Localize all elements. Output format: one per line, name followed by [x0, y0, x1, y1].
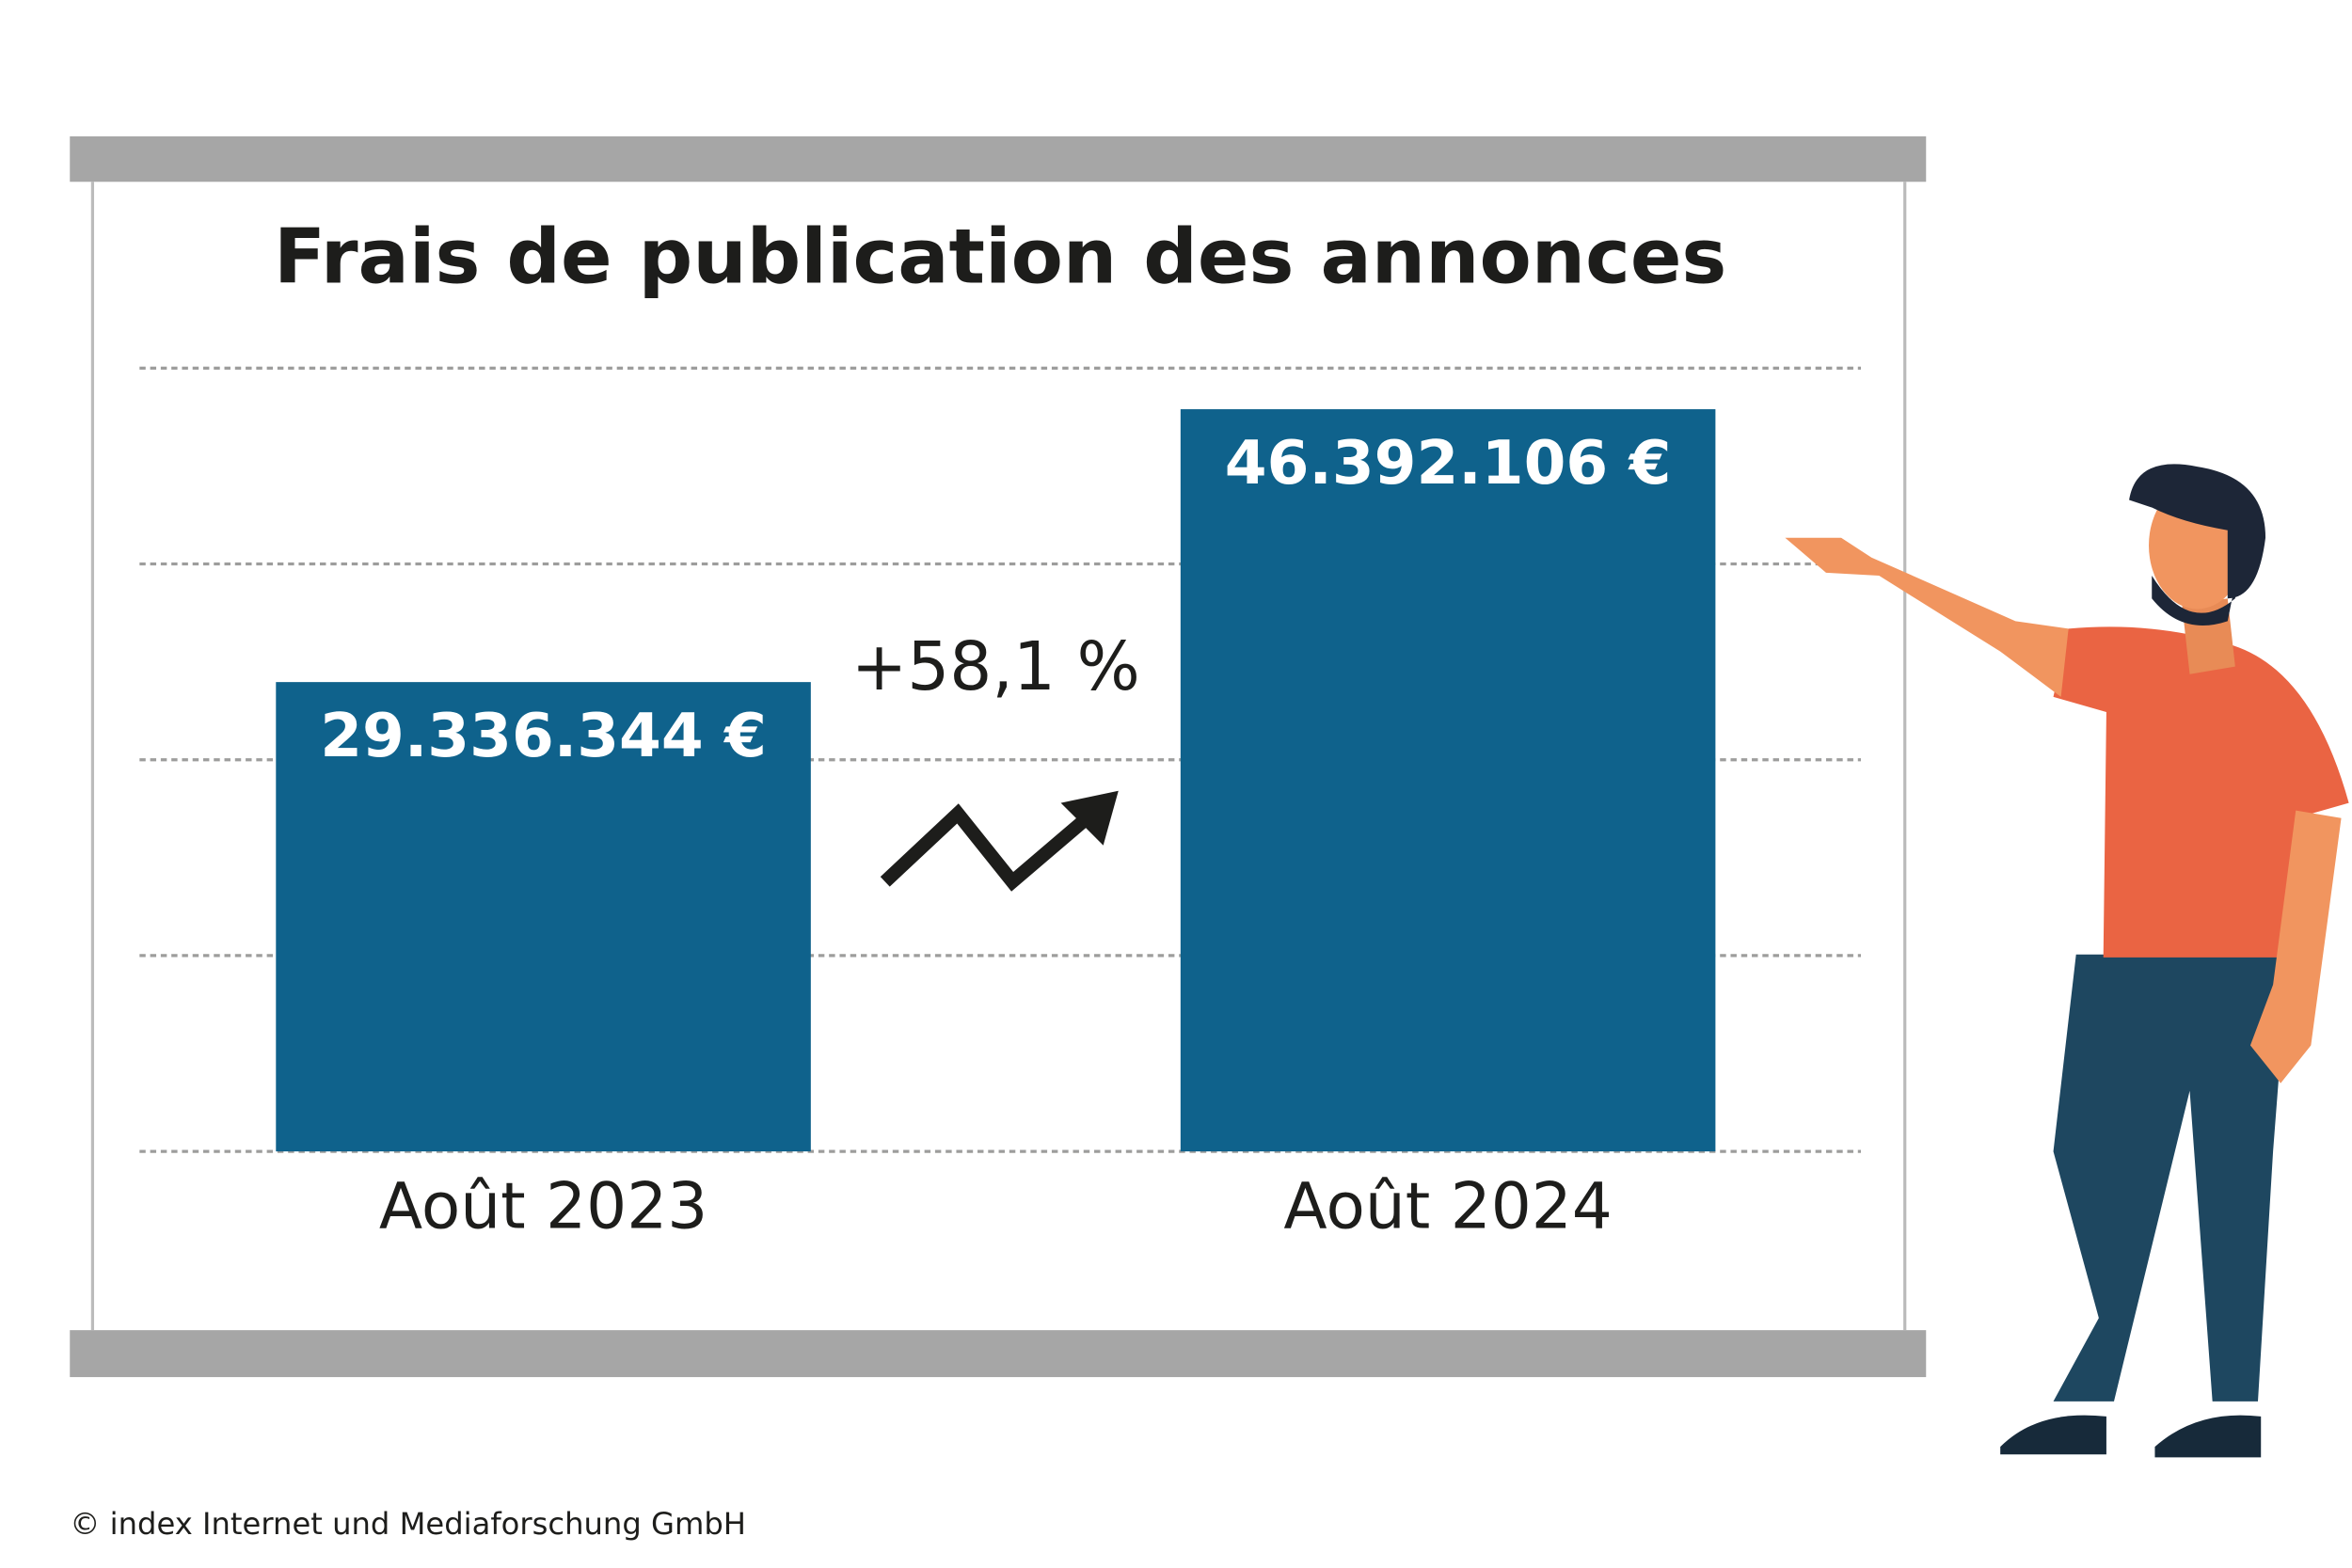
- value-label: 29.336.344 €: [320, 701, 767, 771]
- x-tick-label: Août 2024: [1283, 1168, 1612, 1243]
- bar: [276, 682, 811, 1152]
- frame-bottom: [70, 1330, 1927, 1378]
- trend-arrow: [880, 803, 1090, 892]
- footer: © index Internet und Mediaforschung GmbH: [70, 1506, 746, 1542]
- x-tick-label: Août 2023: [379, 1168, 707, 1243]
- annotation: +58,1 %: [851, 627, 1140, 705]
- frame-top: [70, 135, 1927, 182]
- arrow-head: [1060, 790, 1119, 846]
- bar: [1180, 409, 1716, 1152]
- person: [1785, 464, 2349, 1458]
- value-label: 46.392.106 €: [1225, 428, 1672, 499]
- chart-title: Frais de publication des annonces: [274, 213, 1726, 301]
